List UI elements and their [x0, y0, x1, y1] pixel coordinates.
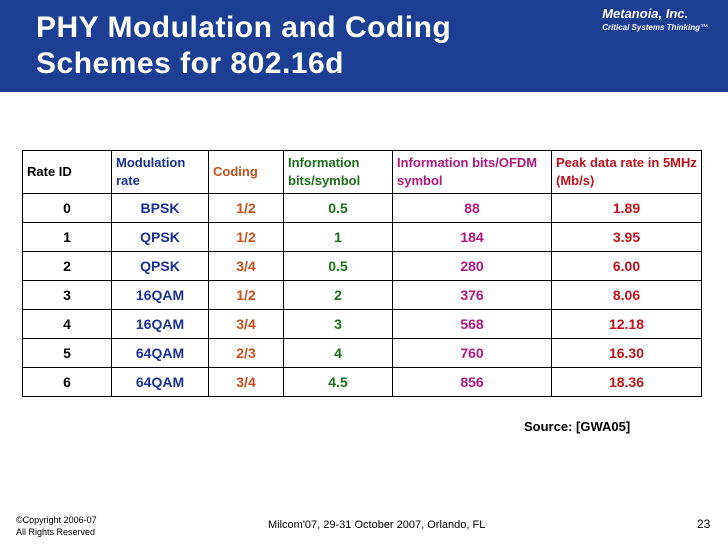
- coding-cell: 3/4: [208, 251, 284, 281]
- company-name: Metanoia, Inc.: [602, 6, 689, 21]
- rate-id-cell: 1: [22, 222, 112, 252]
- table-row: 2 QPSK 3/4 0.5 280 6.00: [22, 251, 702, 281]
- info-bits-cell: 1: [283, 222, 393, 252]
- rate-id-cell: 6: [22, 367, 112, 397]
- rate-id-cell: 4: [22, 309, 112, 339]
- peak-rate-cell: 12.18: [551, 309, 702, 339]
- coding-cell: 2/3: [208, 338, 284, 368]
- table-header-row: Rate ID Modulation rate Coding Informati…: [22, 150, 702, 194]
- header-rate-id: Rate ID: [22, 150, 112, 194]
- header-modulation: Modulation rate: [111, 150, 209, 194]
- modulation-cell: 16QAM: [111, 280, 209, 310]
- table-row: 6 64QAM 3/4 4.5 856 18.36: [22, 367, 702, 397]
- page-number: 23: [697, 517, 711, 531]
- peak-rate-cell: 18.36: [551, 367, 702, 397]
- coding-cell: 1/2: [208, 280, 284, 310]
- modulation-cell: QPSK: [111, 222, 209, 252]
- header-peak-rate: Peak data rate in 5MHz (Mb/s): [551, 150, 702, 194]
- info-bits-cell: 2: [283, 280, 393, 310]
- rate-id-cell: 0: [22, 193, 112, 223]
- peak-rate-cell: 3.95: [551, 222, 702, 252]
- peak-rate-cell: 6.00: [551, 251, 702, 281]
- copyright-line2: All Rights Reserved: [16, 527, 96, 537]
- info-ofdm-cell: 568: [392, 309, 552, 339]
- modulation-cell: 64QAM: [111, 367, 209, 397]
- slide-title: PHY Modulation and Coding Schemes for 80…: [36, 10, 451, 82]
- coding-cell: 3/4: [208, 367, 284, 397]
- info-ofdm-cell: 760: [392, 338, 552, 368]
- rate-id-cell: 5: [22, 338, 112, 368]
- table-row: 0 BPSK 1/2 0.5 88 1.89: [22, 193, 702, 223]
- title-banner: PHY Modulation and Coding Schemes for 80…: [0, 0, 728, 92]
- slide-title-line2: Schemes for 802.16d: [36, 47, 344, 80]
- event-footer: Milcom'07, 29-31 October 2007, Orlando, …: [268, 519, 486, 531]
- header-coding: Coding: [208, 150, 284, 194]
- info-ofdm-cell: 280: [392, 251, 552, 281]
- coding-cell: 1/2: [208, 193, 284, 223]
- slide-title-line1: PHY Modulation and Coding: [36, 11, 452, 44]
- info-bits-cell: 3: [283, 309, 393, 339]
- modulation-cell: 16QAM: [111, 309, 209, 339]
- company-logo: Metanoia, Inc. Critical Systems Thinking…: [602, 6, 708, 34]
- modulation-cell: QPSK: [111, 251, 209, 281]
- source-citation: Source: [GWA05]: [524, 419, 631, 434]
- peak-rate-cell: 16.30: [551, 338, 702, 368]
- coding-cell: 1/2: [208, 222, 284, 252]
- info-bits-cell: 4.5: [283, 367, 393, 397]
- info-ofdm-cell: 376: [392, 280, 552, 310]
- coding-cell: 3/4: [208, 309, 284, 339]
- table-row: 4 16QAM 3/4 3 568 12.18: [22, 309, 702, 339]
- info-ofdm-cell: 88: [392, 193, 552, 223]
- table-row: 3 16QAM 1/2 2 376 8.06: [22, 280, 702, 310]
- info-bits-cell: 0.5: [283, 251, 393, 281]
- info-ofdm-cell: 184: [392, 222, 552, 252]
- copyright: ©Copyright 2006-07 All Rights Reserved: [16, 514, 97, 538]
- peak-rate-cell: 8.06: [551, 280, 702, 310]
- header-info-bits: Information bits/symbol: [283, 150, 393, 194]
- company-tagline: Critical Systems Thinking™: [602, 23, 708, 32]
- header-info-ofdm: Information bits/OFDM symbol: [392, 150, 552, 194]
- modulation-table: Rate ID Modulation rate Coding Informati…: [22, 150, 702, 397]
- copyright-line1: ©Copyright 2006-07: [16, 515, 97, 525]
- peak-rate-cell: 1.89: [551, 193, 702, 223]
- table-row: 5 64QAM 2/3 4 760 16.30: [22, 338, 702, 368]
- info-ofdm-cell: 856: [392, 367, 552, 397]
- modulation-cell: BPSK: [111, 193, 209, 223]
- rate-id-cell: 3: [22, 280, 112, 310]
- info-bits-cell: 4: [283, 338, 393, 368]
- info-bits-cell: 0.5: [283, 193, 393, 223]
- rate-id-cell: 2: [22, 251, 112, 281]
- modulation-cell: 64QAM: [111, 338, 209, 368]
- table-row: 1 QPSK 1/2 1 184 3.95: [22, 222, 702, 252]
